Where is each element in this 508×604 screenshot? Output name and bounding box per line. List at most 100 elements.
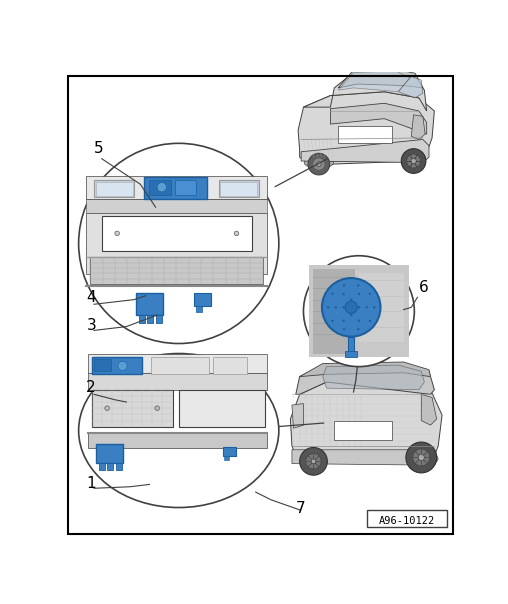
Bar	[144, 177, 207, 199]
Bar	[149, 179, 171, 195]
Bar	[220, 182, 257, 196]
Circle shape	[115, 231, 119, 236]
Bar	[348, 336, 354, 353]
Text: 2: 2	[86, 380, 96, 395]
Bar	[338, 126, 392, 143]
Polygon shape	[323, 365, 424, 390]
Circle shape	[157, 182, 167, 192]
Bar	[107, 463, 113, 470]
Ellipse shape	[79, 353, 279, 507]
Circle shape	[343, 284, 345, 286]
Circle shape	[331, 292, 334, 295]
Circle shape	[373, 306, 375, 309]
Bar	[99, 463, 105, 470]
Circle shape	[358, 306, 360, 309]
Circle shape	[358, 293, 360, 295]
Bar	[139, 315, 145, 323]
Circle shape	[406, 154, 421, 168]
Circle shape	[300, 448, 327, 475]
Bar	[151, 358, 209, 374]
Text: 1: 1	[86, 477, 96, 491]
Circle shape	[327, 306, 329, 309]
Bar	[223, 447, 237, 456]
Bar	[359, 272, 403, 342]
Circle shape	[369, 292, 371, 295]
Circle shape	[79, 143, 279, 344]
Polygon shape	[301, 140, 429, 162]
Polygon shape	[292, 450, 438, 465]
Circle shape	[311, 459, 316, 464]
Circle shape	[411, 158, 416, 164]
Circle shape	[358, 320, 360, 322]
Bar	[136, 294, 164, 315]
Text: A96-10122: A96-10122	[378, 516, 435, 525]
Ellipse shape	[304, 157, 333, 169]
Polygon shape	[398, 76, 423, 98]
Polygon shape	[303, 70, 427, 111]
Circle shape	[406, 442, 437, 473]
Circle shape	[331, 320, 334, 322]
Bar	[116, 463, 122, 470]
Circle shape	[303, 255, 415, 367]
Text: 4: 4	[86, 290, 96, 305]
Bar	[175, 179, 197, 195]
Circle shape	[345, 301, 357, 313]
Circle shape	[365, 306, 368, 309]
Polygon shape	[300, 362, 430, 377]
Bar	[147, 315, 153, 323]
Circle shape	[105, 406, 109, 411]
Bar	[213, 358, 247, 374]
Text: 3: 3	[86, 318, 96, 333]
Bar	[367, 510, 447, 527]
Circle shape	[155, 406, 160, 411]
Circle shape	[413, 449, 430, 466]
Circle shape	[418, 454, 424, 461]
Polygon shape	[298, 92, 434, 165]
Circle shape	[342, 320, 344, 322]
Text: 5: 5	[94, 141, 104, 156]
Circle shape	[322, 278, 380, 336]
Bar	[179, 390, 265, 426]
Bar	[194, 294, 211, 306]
Circle shape	[118, 361, 127, 370]
Circle shape	[316, 162, 321, 167]
Polygon shape	[330, 103, 427, 134]
Bar	[88, 353, 267, 373]
Circle shape	[342, 293, 344, 295]
Circle shape	[308, 153, 330, 175]
Circle shape	[401, 149, 426, 173]
Text: 6: 6	[419, 280, 429, 295]
Bar	[86, 213, 267, 274]
Bar	[224, 456, 229, 460]
Bar	[155, 315, 162, 323]
Circle shape	[342, 306, 344, 309]
Circle shape	[369, 320, 371, 322]
Bar	[96, 182, 133, 196]
Polygon shape	[292, 403, 303, 428]
Bar	[196, 306, 202, 312]
Bar	[88, 373, 267, 390]
Bar	[92, 358, 142, 374]
Circle shape	[313, 158, 325, 170]
Bar	[219, 180, 259, 198]
Circle shape	[234, 231, 239, 236]
Circle shape	[343, 328, 345, 330]
Polygon shape	[338, 71, 410, 92]
Bar	[345, 351, 357, 358]
Bar	[86, 176, 267, 199]
Bar	[96, 443, 123, 463]
Circle shape	[357, 328, 360, 330]
Bar	[86, 199, 267, 213]
Polygon shape	[291, 379, 442, 456]
Bar	[88, 433, 267, 448]
Circle shape	[350, 314, 353, 316]
Bar	[334, 420, 392, 440]
Bar	[92, 390, 173, 426]
Circle shape	[306, 454, 321, 469]
Bar	[309, 265, 409, 358]
Bar	[102, 216, 252, 251]
Polygon shape	[296, 364, 434, 394]
Circle shape	[335, 306, 337, 309]
Bar	[94, 180, 134, 198]
Bar	[313, 269, 355, 353]
